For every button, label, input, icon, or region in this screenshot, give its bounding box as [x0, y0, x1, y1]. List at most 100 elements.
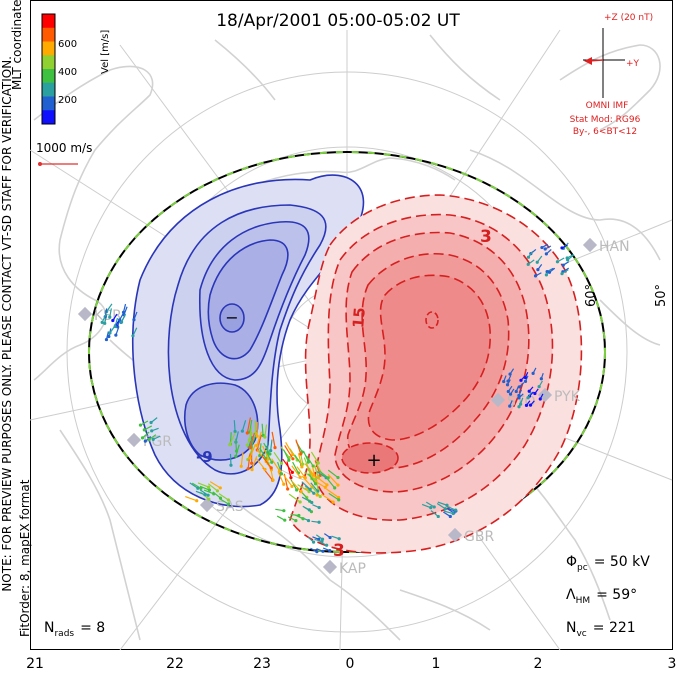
velocity-vector [233, 420, 237, 434]
velocity-vector [505, 379, 511, 387]
preview-note: NOTE: FOR PREVIEW PURPOSES ONLY. PLEASE … [0, 56, 14, 592]
velocity-vector [436, 502, 447, 511]
plot-frame [30, 0, 673, 650]
velocity-vector [151, 435, 161, 441]
station-label: KAP [339, 561, 366, 577]
velocity-vector [538, 393, 544, 401]
velocity-vector [142, 425, 153, 432]
lat-label-60: 60° [584, 284, 599, 307]
velocity-vector [326, 488, 341, 500]
velocity-vector [275, 508, 286, 513]
velocity-vector [311, 520, 321, 524]
velocity-vector [191, 482, 203, 490]
velocity-vector [199, 489, 210, 497]
pos-contour-5 [367, 274, 491, 441]
mlt-tick-3: 3 [668, 656, 677, 672]
mlt-tick-22: 22 [166, 656, 184, 672]
imf-clock: +Z (20 nT) +Y OMNI IMF Stat Mod: RG96 By… [570, 13, 653, 137]
velocity-vector [535, 255, 543, 264]
fit-order-label: FitOrder: 8, mapEX format [18, 479, 32, 637]
mlt-tick-1: 1 [432, 656, 441, 672]
velocity-vector [140, 431, 150, 440]
velocity-vector [284, 445, 295, 461]
mlt-tick-21: 21 [26, 656, 44, 672]
velocity-vector [295, 439, 303, 456]
station-label: HAN [599, 239, 630, 255]
velocity-vector [561, 261, 570, 267]
velocity-vector [323, 533, 332, 540]
color-bar-tick-200: 200 [58, 95, 77, 106]
velocity-vector [322, 547, 332, 553]
pos-contour-label-3-bottom: 3 [333, 541, 345, 561]
velocity-vector [555, 257, 565, 264]
neg-contour-5 [184, 382, 259, 461]
color-bar-segment [42, 55, 55, 70]
velocity-vector [277, 461, 284, 476]
pos-contour-small [425, 311, 439, 329]
positive-potential-cell: + 15 3 3 [289, 194, 583, 561]
velocity-vector [526, 250, 534, 259]
velocity-vector [443, 510, 455, 516]
velocity-vector [245, 417, 252, 435]
velocity-vector [250, 456, 258, 472]
stat-radar-count: Nrads = 8 [44, 620, 105, 639]
pos-contour-core [341, 442, 399, 474]
mlt-tick-23: 23 [253, 656, 271, 672]
velocity-vector [120, 313, 127, 324]
velocity-vector [326, 477, 337, 490]
velocity-vector [316, 548, 325, 553]
velocity-vector [526, 391, 532, 400]
velocity-vector [195, 490, 207, 497]
velocity-vector [269, 439, 273, 453]
color-bar-tick-600: 600 [58, 39, 77, 50]
velocity-vector [547, 267, 556, 274]
velocity-vector [539, 373, 544, 381]
imf-y-label: +Y [626, 59, 640, 69]
velocity-vector [425, 501, 436, 509]
velocity-vector [287, 516, 298, 523]
imf-source: OMNI IMF [586, 101, 629, 111]
velocity-vector [263, 442, 272, 456]
velocity-vector [228, 432, 236, 447]
velocity-vector [265, 451, 274, 464]
reference-vector-label: 1000 m/s [36, 141, 92, 155]
neg-contour-core [219, 303, 245, 333]
velocity-vector [537, 380, 543, 389]
velocity-vector [321, 493, 335, 504]
velocity-vector [273, 451, 284, 465]
station-label: PGR [143, 434, 172, 450]
velocity-vector [311, 485, 322, 499]
velocity-vector [197, 482, 211, 489]
imf-model: Stat Mod: RG96 [570, 115, 641, 125]
velocity-vector [150, 427, 159, 433]
color-bar-segment [42, 82, 55, 97]
velocity-vector [318, 470, 330, 480]
velocity-vector [189, 482, 200, 490]
color-bar-segment [42, 96, 55, 111]
velocity-vector [291, 465, 302, 479]
velocity-vector [310, 547, 319, 554]
velocity-vector [131, 327, 138, 338]
velocity-vector [437, 501, 449, 507]
velocity-vector [283, 449, 291, 462]
velocity-vector [310, 451, 320, 465]
velocity-vector [442, 511, 452, 519]
station-label: KSR [94, 308, 122, 324]
stat-hm-latitude: ΛHM = 59° [566, 587, 637, 606]
velocity-vector [508, 368, 515, 376]
station-sas: SAS [199, 497, 244, 515]
velocity-vector [253, 420, 258, 436]
velocity-vector [296, 466, 307, 480]
velocity-vector [301, 481, 312, 491]
velocity-vectors [100, 242, 575, 554]
velocity-vector [248, 444, 256, 460]
velocity-vector [527, 386, 534, 393]
hm-boundary [88, 151, 606, 553]
station-ksr: KSR [77, 306, 122, 324]
velocity-vector [271, 431, 277, 450]
velocity-vector [240, 420, 247, 433]
mlt-axis: 21 22 23 0 1 2 3 [26, 656, 676, 672]
station-label: SAS [216, 499, 244, 515]
station-han: HAN [582, 237, 630, 255]
velocity-vector [506, 385, 513, 394]
